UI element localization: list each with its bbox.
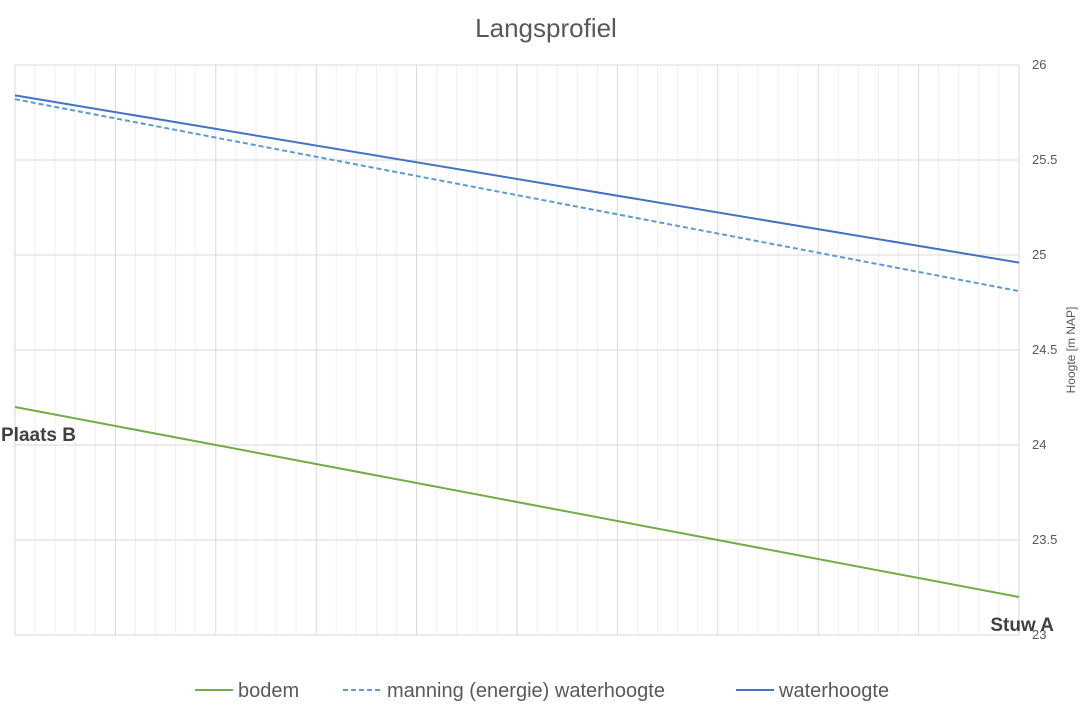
legend: bodem manning (energie) waterhoogte wate… — [195, 680, 889, 702]
series-line-waterhoogte — [14, 94, 1020, 264]
y-tick-label: 23 — [1032, 627, 1046, 642]
legend-label-waterhoogte: waterhoogte — [778, 680, 889, 702]
series-line-manning — [14, 98, 1020, 293]
annotation-stuw-a: Stuw A — [990, 615, 1054, 636]
y-tick-label: 25 — [1032, 247, 1046, 262]
legend-label-bodem: bodem — [238, 680, 299, 702]
y-tick-label: 26 — [1032, 57, 1046, 72]
y-axis-tick-labels: 23 23.5 24 24.5 25 25.5 26 — [1032, 57, 1057, 642]
major-gridlines — [14, 64, 1020, 636]
legend-item-manning: manning (energie) waterhoogte — [343, 680, 665, 702]
annotation-plaats-b: Plaats B — [1, 425, 76, 446]
y-tick-label: 25.5 — [1032, 152, 1057, 167]
y-tick-label: 24 — [1032, 437, 1046, 452]
y-tick-label: 24.5 — [1032, 342, 1057, 357]
legend-item-waterhoogte: waterhoogte — [736, 680, 889, 702]
legend-item-bodem: bodem — [195, 680, 299, 702]
legend-label-manning: manning (energie) waterhoogte — [387, 680, 665, 702]
series-lines — [14, 94, 1020, 598]
y-axis-title: Hoogte [m NAP] — [1064, 307, 1078, 394]
chart-title: Langsprofiel — [475, 13, 617, 43]
series-line-bodem — [14, 406, 1020, 598]
y-tick-label: 23.5 — [1032, 532, 1057, 547]
